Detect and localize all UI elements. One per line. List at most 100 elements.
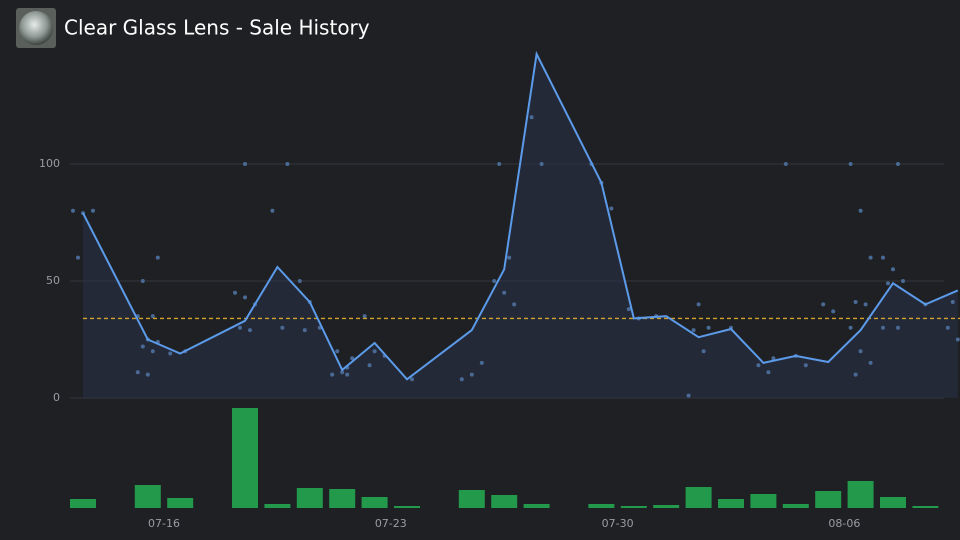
x-tick-label: 08-06: [828, 517, 860, 530]
sale-dot: [686, 393, 691, 398]
sale-dot: [831, 309, 836, 314]
volume-bar: [750, 494, 777, 508]
sale-dot: [858, 208, 863, 213]
sale-dot: [881, 325, 885, 330]
sale-dot: [803, 363, 808, 368]
sale-dot: [507, 255, 512, 260]
sale-dot: [706, 325, 711, 330]
sale-dot: [497, 162, 502, 166]
y-tick-label: 100: [39, 157, 60, 170]
sale-dot: [335, 349, 340, 354]
sale-dot: [302, 328, 307, 333]
sale-dot: [529, 115, 534, 120]
volume-bar: [329, 489, 356, 508]
sale-dot: [71, 208, 75, 213]
sale-dot: [270, 208, 275, 213]
sale-dot: [512, 302, 517, 307]
sale-dot: [868, 360, 873, 365]
sale-dot: [609, 206, 614, 211]
sale-dot: [955, 337, 960, 342]
sale-dot: [140, 279, 145, 283]
sale-dot: [868, 255, 873, 260]
sale-dot: [821, 302, 826, 307]
sale-dot: [280, 325, 285, 330]
sale-dot: [901, 279, 905, 283]
y-tick-label: 0: [53, 391, 60, 404]
sale-dot: [297, 279, 302, 283]
volume-bar: [685, 487, 712, 508]
sale-dot: [243, 295, 247, 300]
sale-dot: [853, 300, 858, 305]
sale-dot: [76, 255, 80, 260]
price-line: [82, 50, 959, 381]
sale-dot: [891, 267, 895, 272]
sale-dot: [766, 370, 771, 375]
sale-dot: [91, 208, 95, 213]
volume-bar: [523, 504, 550, 508]
sale-dot: [155, 255, 160, 260]
sale-dot: [469, 372, 474, 377]
sale-dot: [479, 360, 484, 365]
sale-dot: [243, 162, 247, 166]
sale-dot: [150, 349, 155, 354]
item-icon: [19, 11, 53, 45]
sale-dot: [367, 363, 372, 368]
sale-dot: [945, 325, 950, 330]
sale-dot: [848, 325, 853, 330]
sale-dot: [150, 314, 155, 319]
sale-dot: [701, 349, 706, 354]
sale-dot: [626, 307, 631, 312]
sale-dot: [896, 325, 900, 330]
plot: 0 50 100 07-16 07-23 07-30 08-06: [39, 50, 960, 530]
price-area: [83, 54, 958, 398]
sale-dot: [410, 377, 414, 382]
sale-dot: [756, 363, 761, 368]
sale-dot: [858, 349, 863, 354]
sale-dot: [372, 349, 377, 354]
volume-bar: [458, 490, 485, 508]
volume-bar: [782, 504, 809, 508]
sale-dot: [881, 255, 885, 260]
x-tick-label: 07-30: [602, 517, 634, 530]
sale-dot: [135, 370, 140, 375]
volume-bar: [361, 497, 388, 508]
sale-dot: [145, 372, 150, 377]
sale-dot: [140, 344, 145, 349]
volume-bar: [815, 491, 842, 508]
title: Clear Glass Lens - Sale History: [64, 16, 370, 40]
volume-bar: [491, 495, 518, 508]
volume-bar: [653, 505, 680, 508]
sale-dot: [350, 356, 355, 361]
sale-dot: [340, 370, 345, 375]
sale-dot: [539, 162, 544, 166]
volume-bar: [264, 504, 291, 508]
y-tick-label: 50: [46, 274, 60, 287]
volume-bar: [134, 485, 161, 508]
volume-bar: [620, 506, 647, 508]
sale-dot: [492, 279, 497, 283]
volume-bar: [232, 408, 258, 508]
sale-dot: [248, 328, 252, 333]
volume-bar: [296, 488, 323, 508]
sale-dot: [459, 377, 464, 382]
sale-dot: [696, 302, 701, 307]
volume-bar: [70, 499, 96, 508]
sale-dot: [853, 372, 858, 377]
volume-bar: [880, 497, 906, 508]
volume-bar: [167, 498, 194, 508]
volume-bar: [847, 481, 874, 508]
volume-bar: [912, 506, 939, 508]
sale-dot: [848, 162, 853, 166]
x-tick-label: 07-16: [148, 517, 180, 530]
volume-bar: [588, 504, 615, 508]
sale-dot: [863, 302, 868, 307]
sale-dot: [950, 300, 955, 305]
volume-bar: [718, 499, 744, 508]
volume-bar: [394, 506, 420, 508]
sale-dot: [168, 351, 173, 356]
sale-dot: [285, 162, 290, 166]
sale-dot: [345, 372, 350, 377]
sale-dot: [330, 372, 335, 377]
sale-dot: [783, 162, 788, 166]
